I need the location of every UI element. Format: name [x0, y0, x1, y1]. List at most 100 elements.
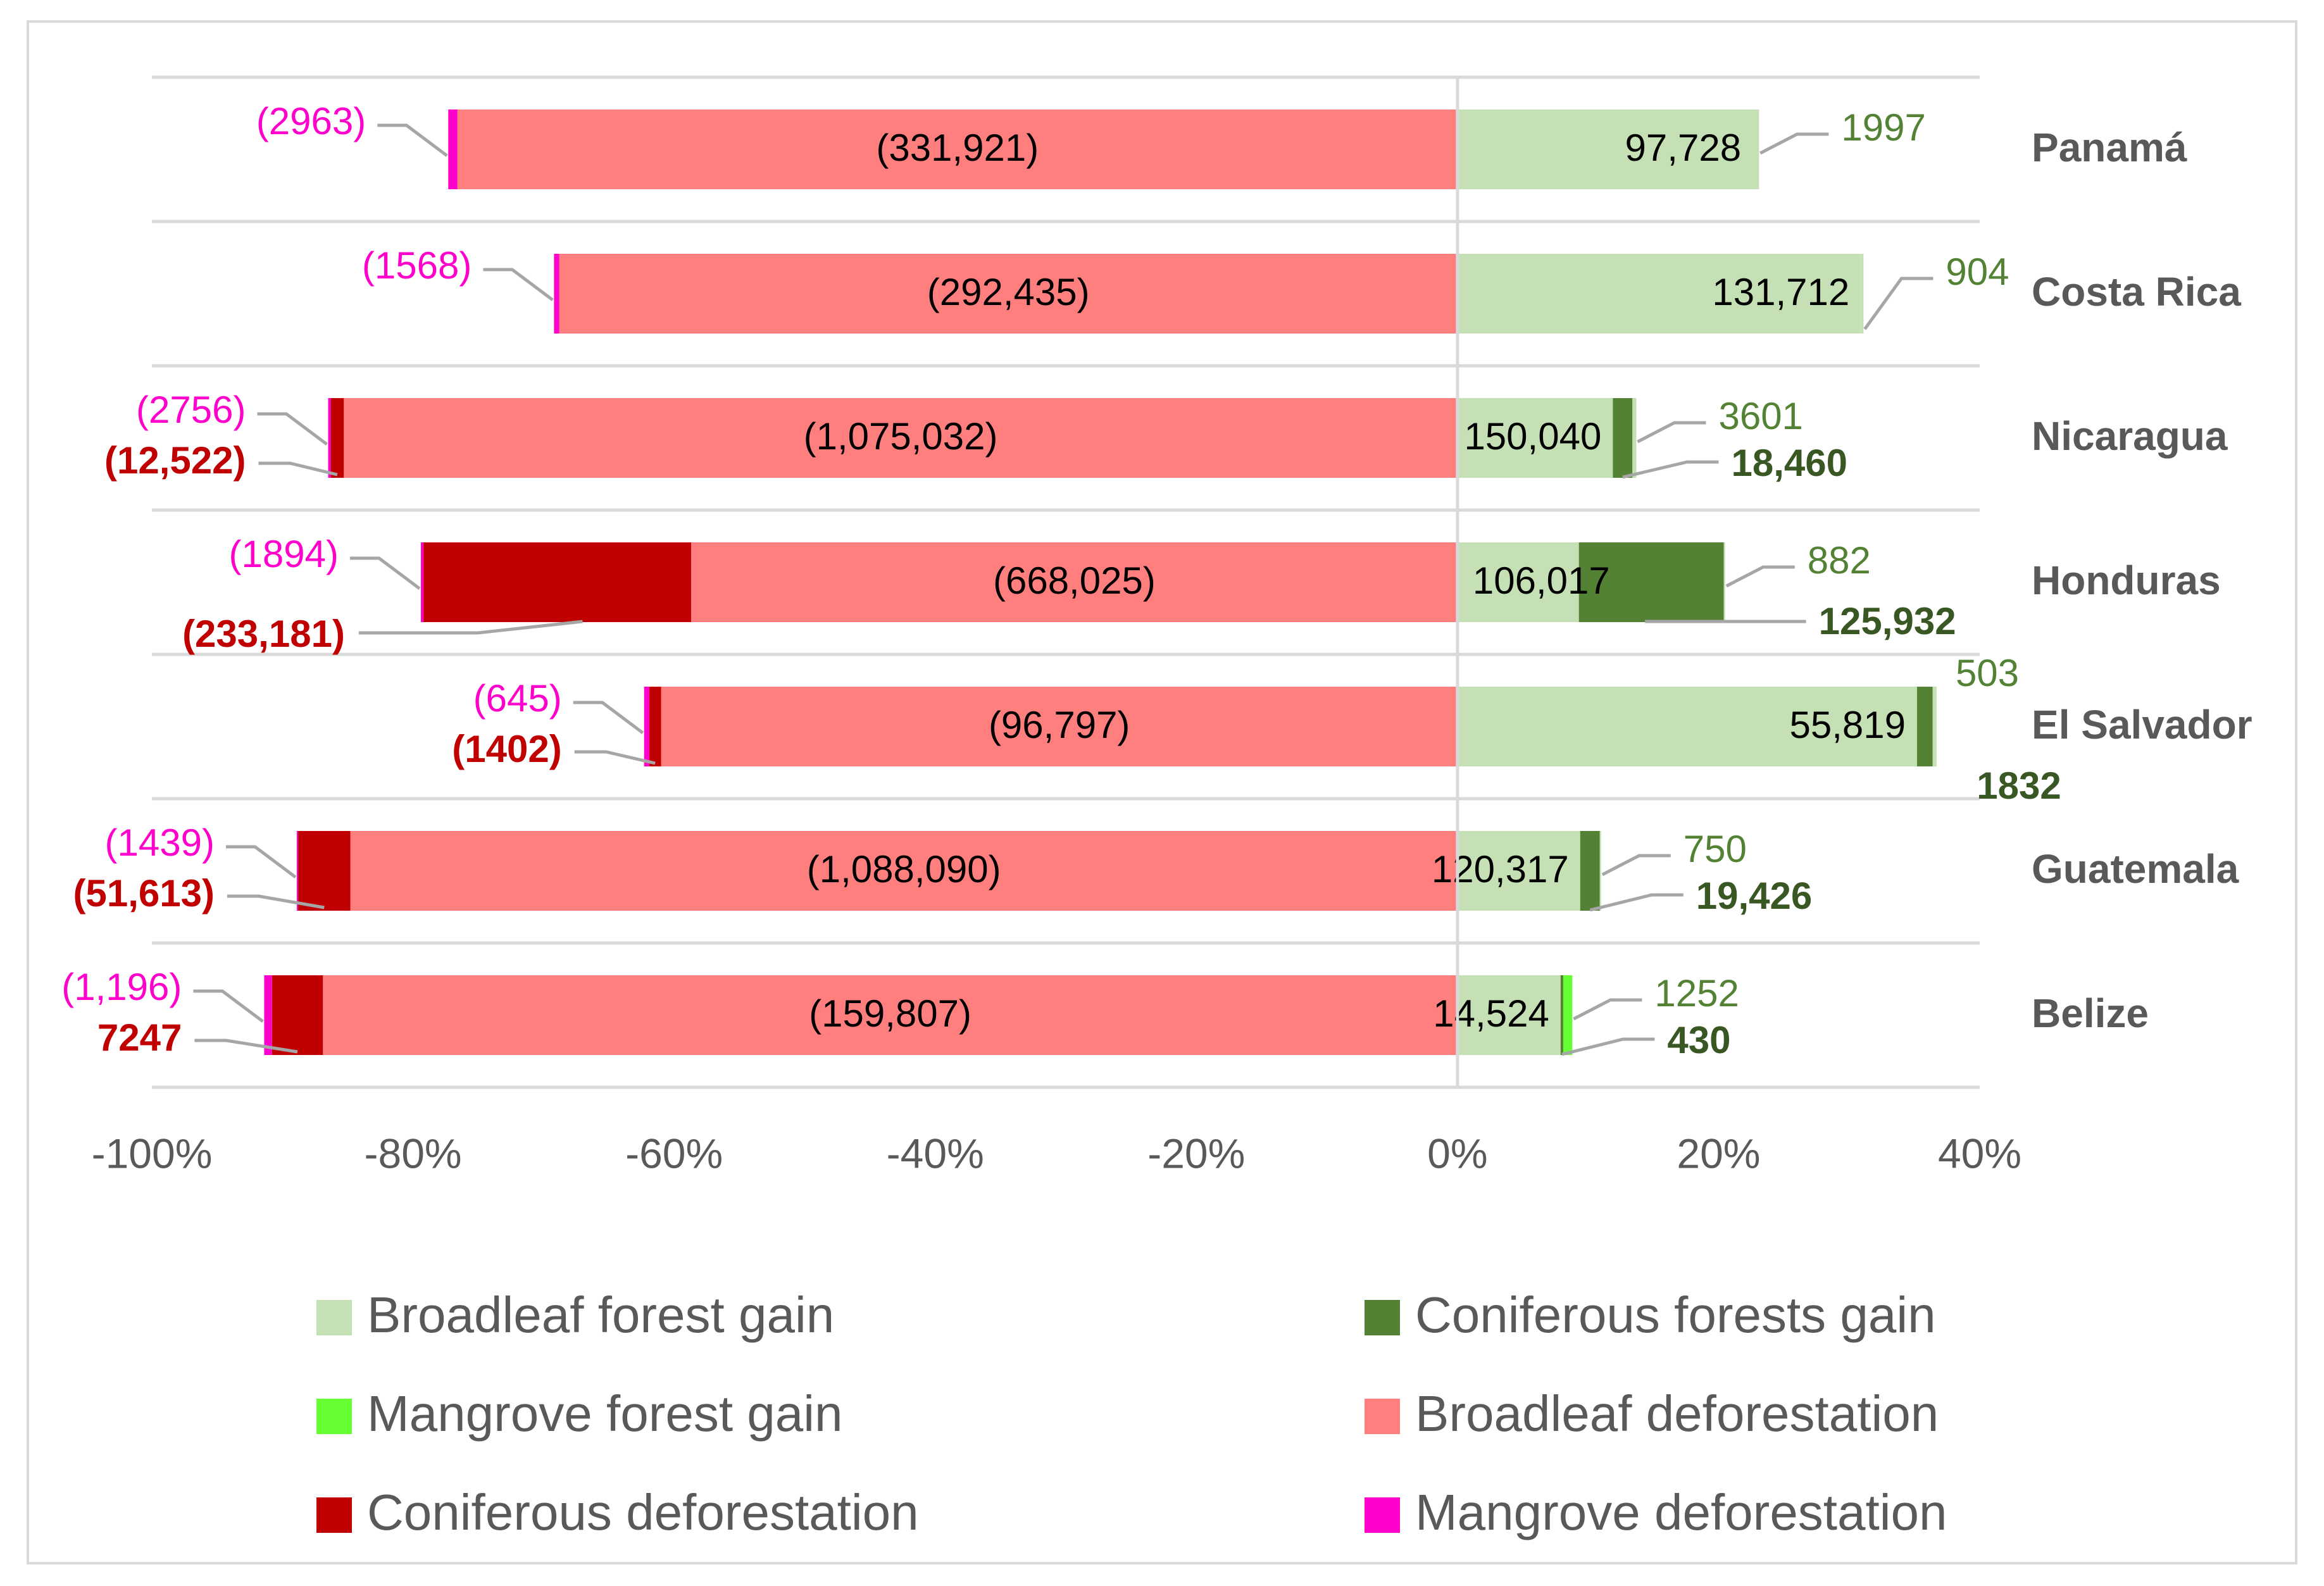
label-coniferous-deforestation: 7247: [97, 1016, 182, 1059]
leader-mangrove-deforestation: [225, 845, 297, 878]
label-broadleaf-deforestation: (96,797): [989, 704, 1130, 746]
x-tick-label: 20%: [1677, 1130, 1760, 1177]
leader-mangrove-deforestation: [193, 989, 264, 1023]
bar-coniferous-gain: [1578, 542, 1724, 622]
label-broadleaf-gain: 55,819: [1789, 704, 1906, 746]
category-label: Belize: [2032, 990, 2149, 1036]
leader-mangrove-gain: [1573, 998, 1642, 1021]
category-label: Guatemala: [2032, 846, 2239, 892]
label-broadleaf-gain: 120,317: [1432, 848, 1569, 890]
bar-broadleaf-gain: [1457, 398, 1613, 478]
leader-coniferous-gain: [1589, 893, 1684, 912]
bar-coniferous-deforestation: [298, 831, 351, 911]
category-label: Panamá: [2032, 125, 2187, 170]
label-broadleaf-deforestation: (1,088,090): [807, 848, 1001, 890]
label-coniferous-gain: 430: [1667, 1019, 1730, 1061]
label-coniferous-gain: 1832: [1977, 765, 2061, 807]
label-mangrove-deforestation: (1568): [362, 244, 472, 287]
label-mangrove-gain: 503: [1956, 652, 2019, 694]
legend-label: Mangrove deforestation: [1415, 1484, 1947, 1540]
x-tick-label: -60%: [625, 1130, 723, 1177]
bar-broadleaf-gain: [1457, 687, 1917, 766]
bar-mangrove-gain: [1861, 254, 1864, 334]
label-broadleaf-gain: 150,040: [1464, 415, 1601, 458]
x-tick-label: -80%: [365, 1130, 462, 1177]
bar-mangrove-gain: [1563, 975, 1573, 1055]
bar-broadleaf-gain: [1457, 831, 1580, 911]
leader-coniferous-gain: [1561, 1037, 1655, 1056]
label-coniferous-gain: 125,932: [1819, 600, 1956, 642]
x-tick-label: -20%: [1147, 1130, 1245, 1177]
bar-mangrove-deforestation: [554, 254, 559, 334]
bar-broadleaf-deforestation: [323, 975, 1458, 1055]
label-mangrove-gain: 3601: [1718, 395, 1802, 437]
label-broadleaf-gain: 131,712: [1712, 271, 1849, 313]
leader-coniferous-deforestation: [574, 750, 656, 765]
label-mangrove-deforestation: (1894): [229, 533, 339, 575]
bar-coniferous-gain: [1560, 975, 1563, 1055]
label-coniferous-deforestation: (233,181): [182, 613, 345, 655]
legend-label: Broadleaf deforestation: [1415, 1385, 1939, 1442]
x-tick-label: -40%: [887, 1130, 984, 1177]
bar-mangrove-deforestation: [644, 687, 649, 766]
legend-swatch: [1365, 1300, 1400, 1335]
x-tick-label: 0%: [1427, 1130, 1487, 1177]
leader-mangrove-deforestation: [349, 556, 421, 590]
label-broadleaf-deforestation: (1,075,032): [804, 415, 998, 458]
leader-mangrove-gain: [1637, 421, 1706, 444]
leader-coniferous-gain: [1622, 460, 1719, 479]
legend-swatch: [1365, 1497, 1400, 1533]
bar-broadleaf-gain: [1457, 109, 1753, 189]
label-mangrove-deforestation: (1439): [105, 821, 215, 864]
label-broadleaf-gain: 14,524: [1433, 992, 1549, 1035]
legend-label: Coniferous deforestation: [367, 1484, 919, 1540]
bar-broadleaf-deforestation: [457, 109, 1458, 189]
label-coniferous-deforestation: (1402): [452, 728, 561, 770]
label-mangrove-deforestation: (2963): [256, 100, 366, 142]
bar-broadleaf-gain: [1457, 542, 1579, 622]
leader-mangrove-deforestation: [377, 123, 448, 157]
label-broadleaf-deforestation: (331,921): [876, 127, 1039, 169]
legend-swatch: [316, 1399, 352, 1434]
bar-coniferous-deforestation: [272, 975, 323, 1055]
bar-mangrove-gain: [1932, 687, 1937, 766]
label-mangrove-gain: 904: [1946, 251, 2009, 293]
legend-label: Broadleaf forest gain: [367, 1287, 834, 1343]
category-label: El Salvador: [2032, 702, 2252, 747]
bar-mangrove-gain: [1632, 398, 1637, 478]
label-mangrove-deforestation: (645): [473, 677, 562, 720]
label-broadleaf-gain: 106,017: [1473, 559, 1610, 602]
bar-mangrove-gain: [1752, 109, 1759, 189]
bar-broadleaf-gain: [1457, 254, 1861, 334]
bar-mangrove-deforestation: [296, 831, 299, 911]
legend-label: Coniferous forests gain: [1415, 1287, 1936, 1343]
bar-mangrove-deforestation: [328, 398, 331, 478]
label-broadleaf-gain: 97,728: [1625, 127, 1742, 169]
bar-coniferous-deforestation: [423, 542, 691, 622]
bar-coniferous-gain: [1613, 398, 1633, 478]
label-mangrove-gain: 882: [1808, 539, 1871, 582]
label-broadleaf-deforestation: (292,435): [927, 271, 1090, 313]
legend-swatch: [316, 1497, 352, 1533]
leader-coniferous-deforestation: [358, 620, 583, 635]
leader-mangrove-gain: [1601, 854, 1671, 877]
legend-swatch: [1365, 1399, 1400, 1434]
x-tick-label: 40%: [1938, 1130, 2021, 1177]
bar-coniferous-gain: [1580, 831, 1600, 911]
chart-frame: [27, 20, 2297, 1564]
label-coniferous-gain: 19,426: [1696, 875, 1813, 917]
bar-coniferous-gain: [1916, 687, 1933, 766]
leader-coniferous-deforestation: [227, 894, 325, 909]
bar-coniferous-deforestation: [649, 687, 661, 766]
bar-mangrove-gain: [1599, 831, 1601, 911]
label-mangrove-deforestation: (2756): [136, 389, 246, 431]
label-coniferous-gain: 18,460: [1731, 442, 1847, 484]
label-mangrove-gain: 1252: [1654, 972, 1739, 1015]
bar-broadleaf-deforestation: [350, 831, 1458, 911]
label-mangrove-gain: 1997: [1841, 106, 1925, 149]
bar-broadleaf-gain: [1457, 975, 1561, 1055]
bar-mangrove-deforestation: [420, 542, 424, 622]
category-label: Nicaragua: [2032, 413, 2228, 459]
leader-mangrove-gain: [1759, 132, 1829, 155]
